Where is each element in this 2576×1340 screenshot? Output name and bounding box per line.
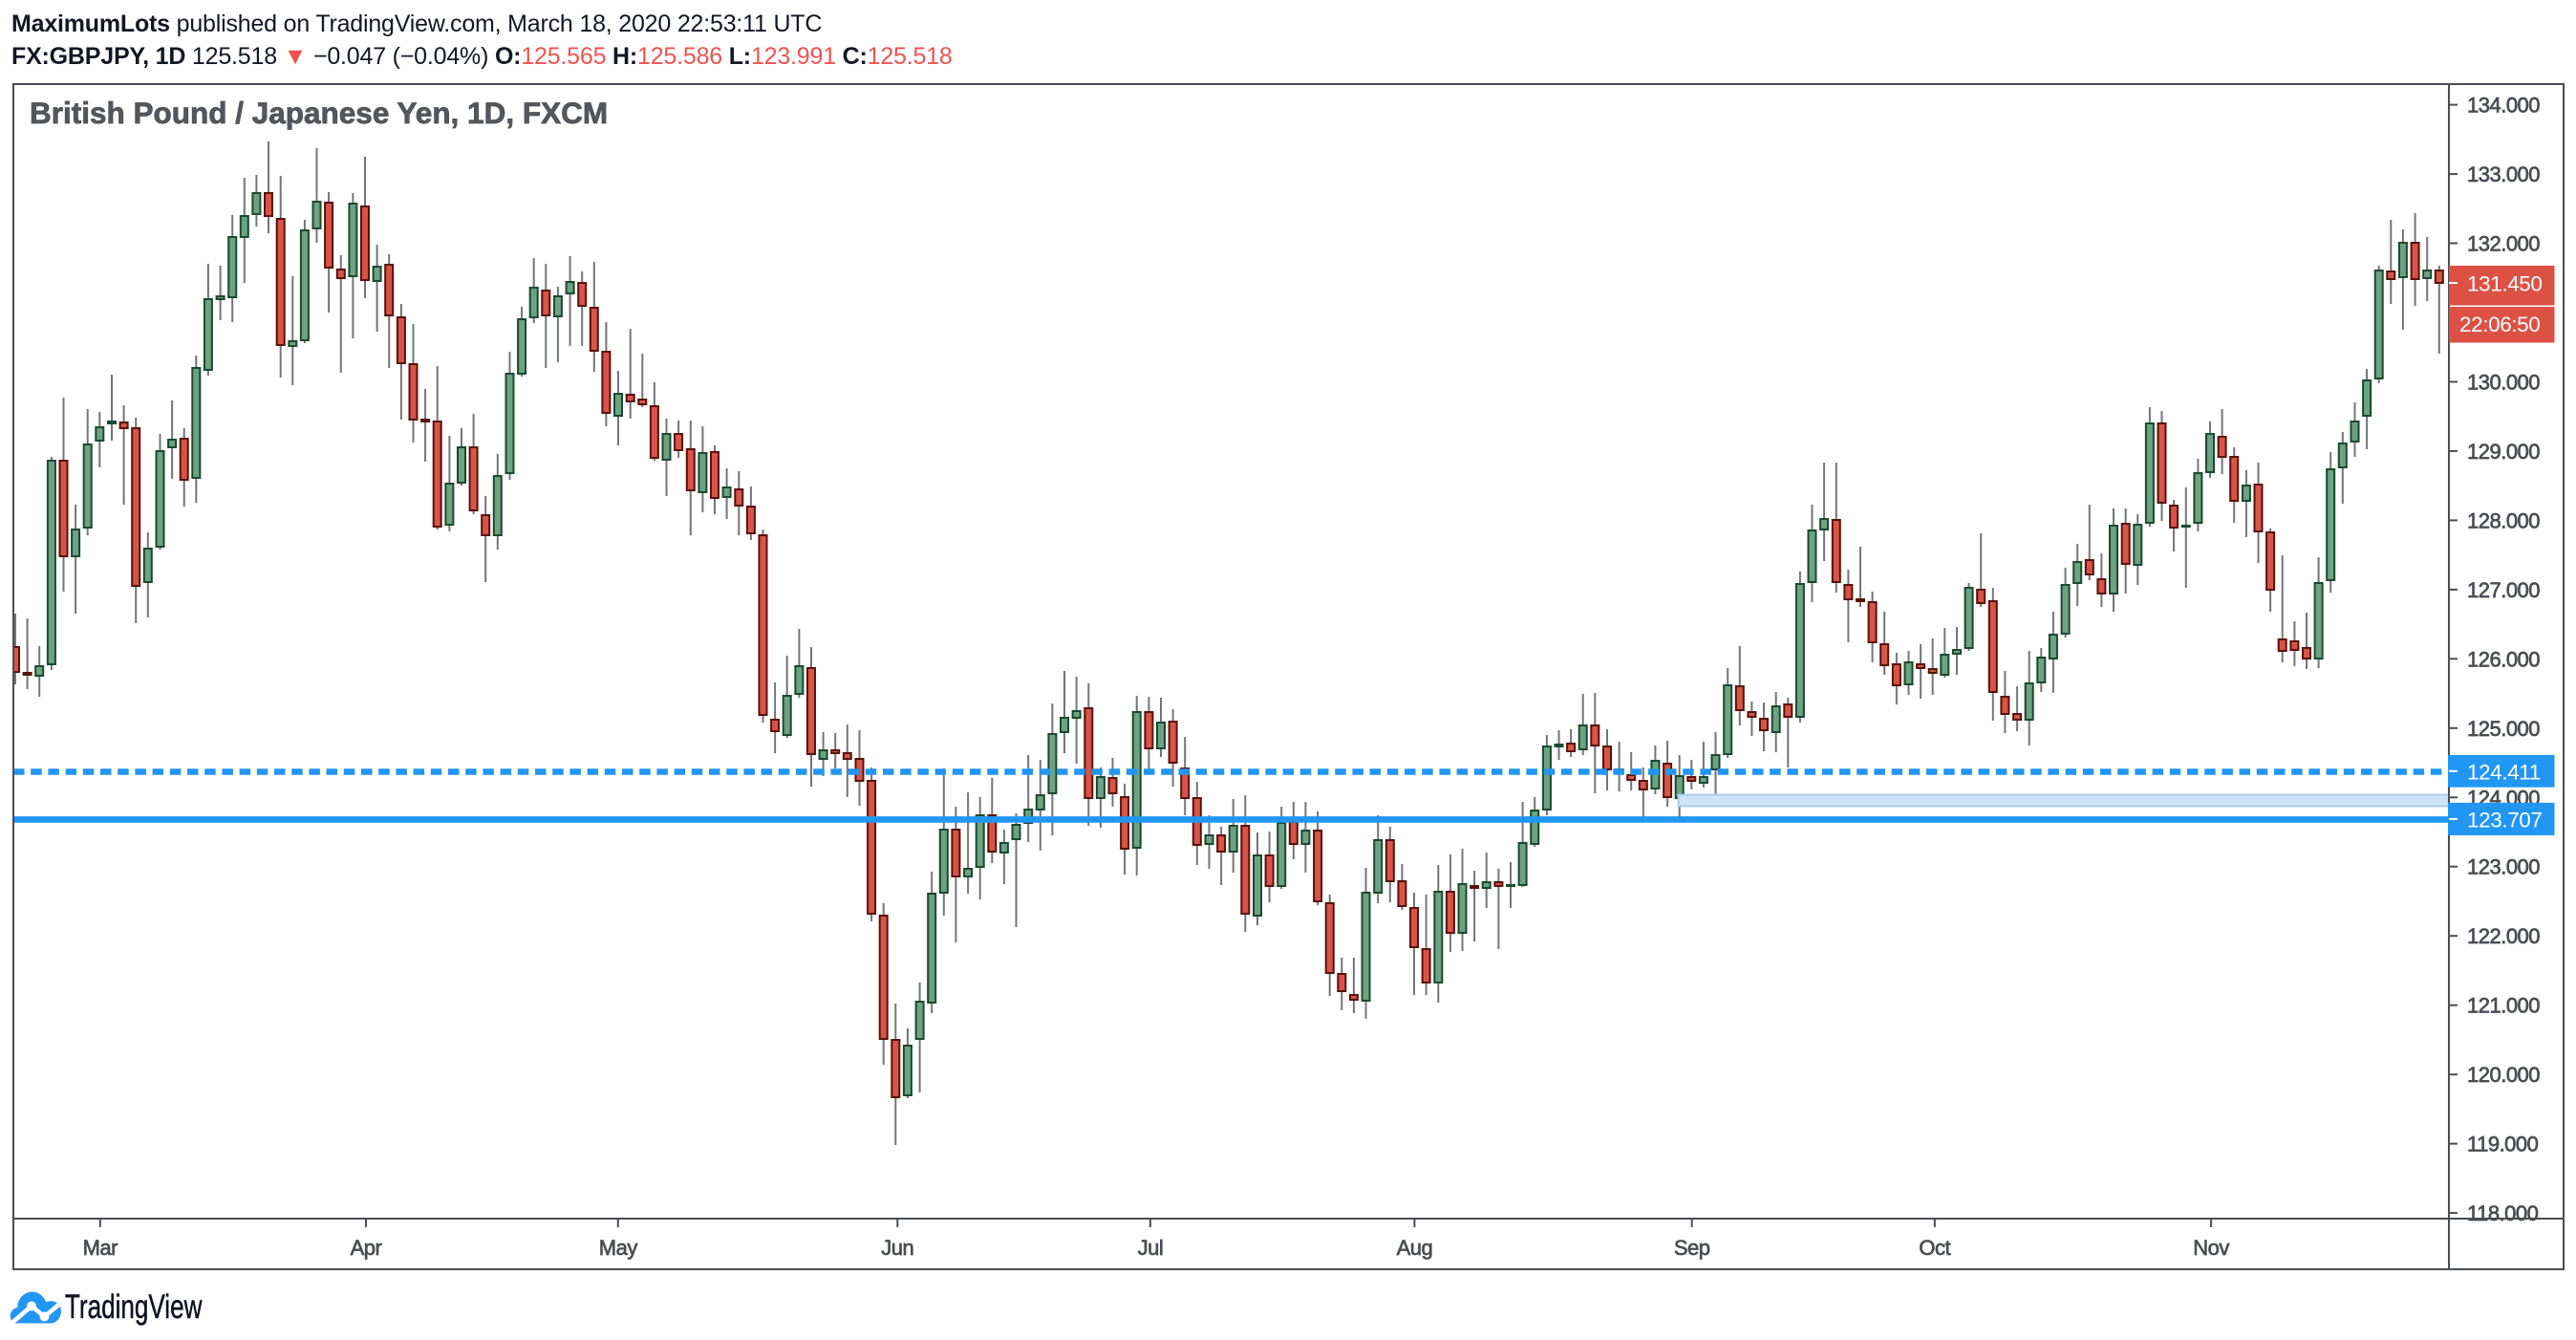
- svg-text:22:06:50: 22:06:50: [2459, 313, 2540, 336]
- svg-text:130.000: 130.000: [2467, 371, 2540, 395]
- svg-text:Sep: Sep: [1674, 1236, 1710, 1260]
- svg-text:127.000: 127.000: [2467, 578, 2540, 602]
- svg-text:TradingView: TradingView: [65, 1287, 203, 1326]
- svg-text:134.000: 134.000: [2467, 94, 2540, 118]
- svg-text:118.000: 118.000: [2467, 1201, 2539, 1225]
- svg-text:British Pound / Japanese Yen,: British Pound / Japanese Yen, 1D, FXCM: [30, 96, 608, 130]
- svg-text:128.000: 128.000: [2467, 508, 2540, 532]
- svg-text:119.000: 119.000: [2467, 1133, 2539, 1156]
- svg-text:120.000: 120.000: [2467, 1063, 2540, 1087]
- svg-text:122.000: 122.000: [2467, 924, 2540, 948]
- svg-text:Oct: Oct: [1919, 1236, 1950, 1260]
- svg-text:Jul: Jul: [1138, 1236, 1164, 1260]
- svg-text:133.000: 133.000: [2467, 162, 2540, 186]
- svg-text:123.707: 123.707: [2467, 808, 2543, 832]
- svg-text:131.450: 131.450: [2467, 272, 2543, 296]
- svg-text:132.000: 132.000: [2467, 232, 2540, 256]
- svg-text:121.000: 121.000: [2467, 994, 2540, 1018]
- svg-text:Mar: Mar: [83, 1236, 118, 1260]
- svg-text:MaximumLots published on Tradi: MaximumLots published on TradingView.com…: [11, 11, 822, 37]
- svg-text:126.000: 126.000: [2467, 647, 2540, 671]
- svg-text:Apr: Apr: [351, 1236, 382, 1260]
- svg-text:125.000: 125.000: [2467, 717, 2540, 741]
- svg-text:FX:GBPJPY, 1D 125.518 ▼ −0.04: FX:GBPJPY, 1D 125.518 ▼ −0.047 (−0.04%) …: [11, 43, 953, 70]
- svg-text:Aug: Aug: [1397, 1236, 1433, 1260]
- svg-text:129.000: 129.000: [2467, 440, 2540, 464]
- svg-text:May: May: [599, 1236, 638, 1260]
- svg-text:123.000: 123.000: [2467, 855, 2540, 879]
- svg-text:124.411: 124.411: [2467, 760, 2541, 784]
- svg-text:Jun: Jun: [881, 1236, 913, 1260]
- svg-text:Nov: Nov: [2193, 1236, 2229, 1260]
